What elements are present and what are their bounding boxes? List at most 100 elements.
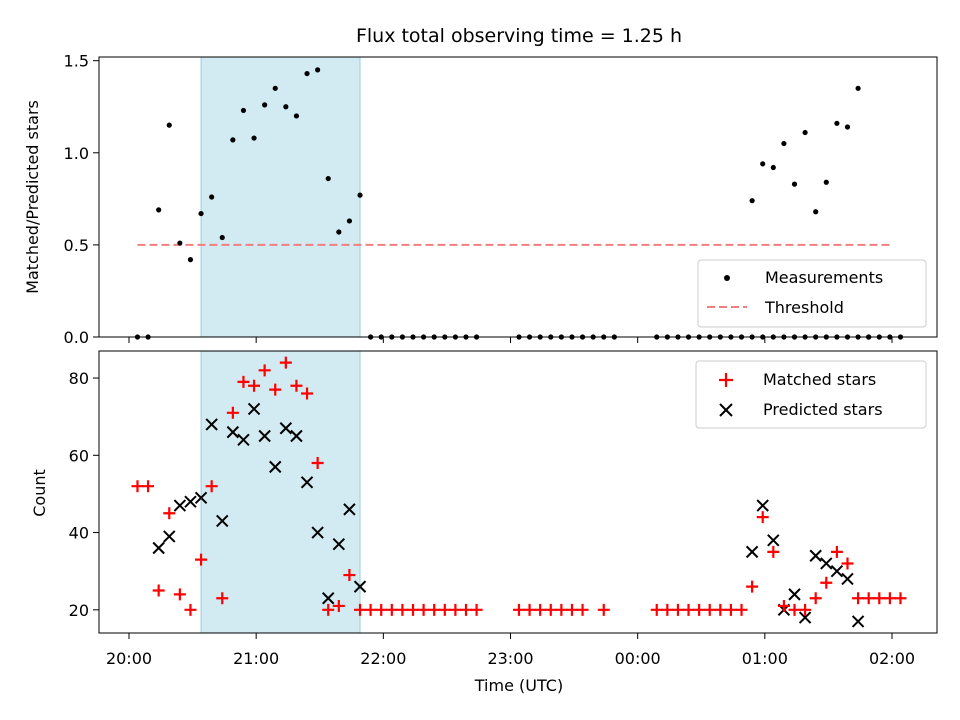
measurement-point <box>293 113 300 119</box>
matched-point <box>216 592 229 605</box>
y-tick-label: 1.0 <box>64 144 89 163</box>
matched-point <box>258 364 271 377</box>
predicted-point <box>809 549 822 562</box>
predicted-point <box>788 588 801 601</box>
y-tick-label: 0.0 <box>64 328 89 347</box>
top-y-axis-label: Matched/Predicted stars <box>23 100 42 294</box>
predicted-point <box>152 541 165 555</box>
x-tick-label: 21:00 <box>233 649 279 668</box>
matched-point <box>788 603 801 616</box>
top-legend-box <box>697 259 927 328</box>
measurement-point <box>304 70 310 77</box>
chart-title: Flux total observing time = 1.25 h <box>356 25 682 47</box>
matched-legend-marker <box>719 373 733 387</box>
measurement-point <box>251 135 257 141</box>
predicted-point <box>279 422 293 435</box>
x-tick-label: 23:00 <box>487 649 533 668</box>
predicted-point <box>851 615 865 628</box>
matched-point <box>407 603 420 616</box>
measurement-point <box>823 179 829 185</box>
predicted-point <box>258 429 271 443</box>
matched-point <box>735 603 748 616</box>
matched-point <box>830 545 843 558</box>
top-legend: Measurements Threshold <box>697 259 927 328</box>
measurement-point <box>357 192 363 198</box>
measurement-point <box>834 120 840 126</box>
measurement-point <box>781 140 787 147</box>
predicted-point <box>216 514 229 528</box>
x-tick-label: 00:00 <box>615 649 661 668</box>
predicted-point <box>798 611 812 624</box>
top-axes-frame <box>98 56 938 338</box>
measurement-point <box>166 122 172 128</box>
top-panel: 0.0 0.5 1.0 1.5 Matched/Predicted stars Mea… <box>23 52 938 347</box>
matched-point <box>555 603 568 616</box>
predicted-point <box>841 572 854 586</box>
measurement-point <box>187 257 194 263</box>
predicted-point <box>269 460 282 474</box>
measurement-point <box>240 107 247 114</box>
matched-point <box>799 603 812 616</box>
measurement-point <box>272 85 278 91</box>
matched-point <box>841 557 854 570</box>
predicted-point <box>343 503 356 516</box>
matched-point <box>173 588 186 601</box>
measurements-legend-label: Measurements <box>765 268 883 287</box>
matched-point <box>894 592 907 605</box>
predicted-point <box>353 580 367 593</box>
measurement-point <box>262 102 268 108</box>
matched-point <box>809 592 822 605</box>
matched-point <box>163 507 176 520</box>
bottom-y-axis-label: Count <box>30 469 49 517</box>
y-tick-label: 40 <box>69 524 89 543</box>
matched-point <box>428 603 441 616</box>
matched-points <box>131 356 907 616</box>
matched-point <box>820 576 833 589</box>
top-shaded-interval <box>200 56 361 338</box>
measurement-point <box>813 209 819 215</box>
matched-point <box>873 592 886 605</box>
predicted-legend-marker <box>719 403 733 417</box>
measurement-point <box>325 175 331 182</box>
predicted-legend-label: Predicted stars <box>763 400 883 419</box>
x-tick-label: 20:00 <box>106 649 152 668</box>
measurement-point <box>802 129 808 136</box>
predicted-point <box>311 526 324 539</box>
matched-point <box>364 603 377 616</box>
matched-point <box>290 379 303 392</box>
bottom-shaded-interval <box>200 350 361 634</box>
measurement-point <box>346 218 353 224</box>
bottom-panel: 20 40 60 80 20:00 21:00 22:00 23:00 00:00 01:00 0… <box>30 350 938 695</box>
matched-point <box>248 379 261 392</box>
y-tick-label: 1.5 <box>64 52 89 71</box>
matched-point <box>523 603 536 616</box>
y-tick-label: 20 <box>69 601 89 620</box>
predicted-point <box>820 557 833 570</box>
matched-point <box>142 480 155 493</box>
measurement-point <box>283 104 289 110</box>
matched-point <box>512 603 525 616</box>
measurement-point <box>855 85 861 91</box>
matched-point <box>195 553 208 566</box>
predicted-point <box>237 433 250 447</box>
matched-point <box>237 375 250 388</box>
matched-point <box>279 356 292 369</box>
predicted-point <box>756 499 769 512</box>
matched-point <box>565 603 578 616</box>
matched-point <box>883 592 896 605</box>
predicted-point <box>194 491 208 505</box>
predicted-point <box>830 564 844 578</box>
measurement-point <box>156 207 162 213</box>
measurement-point <box>230 137 236 143</box>
predicted-point <box>173 499 187 512</box>
matched-point <box>322 603 335 616</box>
matched-point <box>756 511 769 524</box>
x-tick-label: 02:00 <box>869 649 915 668</box>
matched-point <box>534 603 547 616</box>
measurement-point <box>844 124 851 130</box>
matched-point <box>269 383 282 396</box>
measurement-point <box>770 164 776 171</box>
top-y-ticks: 0.0 0.5 1.0 1.5 <box>64 52 99 347</box>
predicted-points <box>152 402 865 628</box>
